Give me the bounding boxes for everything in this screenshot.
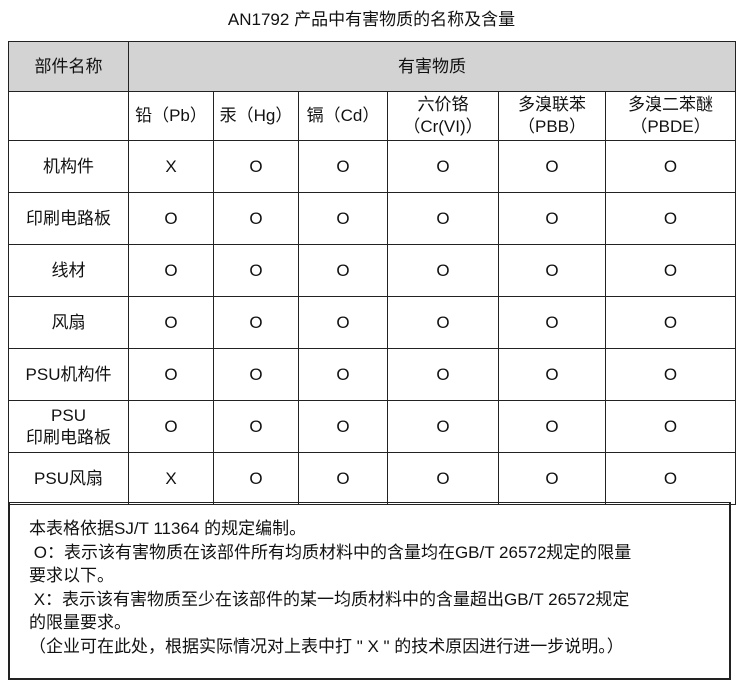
compliance-cell: O [298,140,388,193]
compliance-cell: O [128,192,214,245]
compliance-cell: O [298,192,388,245]
part-name-cell: PSU风扇 [8,452,129,505]
part-name-header: 部件名称 [8,41,129,92]
substance-name: 多溴二苯醚 [628,95,713,114]
part-name-cell: PSU机构件 [8,348,129,401]
part-name-cell: PSU 印刷电路板 [8,400,129,453]
compliance-cell: O [605,348,736,401]
compliance-cell: O [498,452,606,505]
compliance-cell: O [387,452,499,505]
substance-symbol: （Cr(VI)） [403,117,483,136]
part-name: 机构件 [43,156,94,176]
compliance-cell: O [128,348,214,401]
part-name: 风扇 [51,312,86,332]
compliance-cell: O [298,296,388,349]
note-line: 本表格依据SJ/T 11364 的规定编制。 [29,519,307,538]
part-name: PSU风扇 [34,468,103,488]
compliance-cell: O [498,244,606,297]
compliance-cell: O [605,140,736,193]
compliance-cell: O [387,296,499,349]
part-name: PSU机构件 [25,364,112,384]
table-row: 线材 O O O O O O [8,244,736,297]
table-row: 机构件 X O O O O O [8,140,736,193]
compliance-cell: O [128,296,214,349]
table-row: PSU 印刷电路板 O O O O O O [8,400,736,453]
compliance-cell: O [213,192,299,245]
note-line: X：表示该有害物质至少在该部件的某一均质材料中的含量超出GB/T 26572规定 [29,589,630,609]
compliance-cell: O [298,452,388,505]
compliance-cell: X [128,452,214,505]
compliance-cell: O [213,296,299,349]
compliance-cell: O [298,400,388,453]
substance-name: 铅（Pb） [135,106,207,125]
compliance-cell: O [605,244,736,297]
substance-name: 汞（Hg） [219,106,293,125]
substance-name: 六价铬 [417,95,469,114]
compliance-cell: O [387,140,499,193]
table-row: PSU风扇 X O O O O O [8,452,736,505]
substance-header: 镉（Cd） [298,91,388,141]
compliance-cell: O [498,400,606,453]
substance-header: 汞（Hg） [213,91,299,141]
compliance-cell: O [605,400,736,453]
compliance-cell: O [128,400,214,453]
compliance-cell: O [387,192,499,245]
table-row: 印刷电路板 O O O O O O [8,192,736,245]
compliance-cell: O [213,348,299,401]
substance-header: 铅（Pb） [128,91,214,141]
substance-header: 六价铬 （Cr(VI)） [387,91,499,141]
substance-symbol: （PBDE） [630,117,711,136]
part-name-cell: 印刷电路板 [8,192,129,245]
compliance-cell: O [298,348,388,401]
table-row: PSU机构件 O O O O O O [8,348,736,401]
substance-header: 多溴二苯醚 （PBDE） [605,91,736,141]
part-name-cell: 线材 [8,244,129,297]
compliance-cell: O [128,244,214,297]
part-name: PSU [51,405,86,425]
substance-symbol: （PBB） [517,117,587,136]
hazardous-substances-table: 部件名称 有害物质 铅（Pb） 汞（Hg） 镉（Cd） 六价铬 （Cr(VI)） 多溴联苯… [8,41,736,505]
notes-box: 本表格依据SJ/T 11364 的规定编制。 O：表示该有害物质在该部件所有均质… [8,502,731,680]
substance-header: 多溴联苯 （PBB） [498,91,606,141]
compliance-cell: O [213,400,299,453]
note-line: O：表示该有害物质在该部件所有均质材料中的含量均在GB/T 26572规定的限量 [29,542,632,562]
compliance-cell: O [498,296,606,349]
table-row: 风扇 O O O O O O [8,296,736,349]
part-name-cell: 风扇 [8,296,129,349]
compliance-cell: O [213,244,299,297]
part-name: 线材 [51,260,86,280]
compliance-cell: O [498,140,606,193]
compliance-cell: O [213,452,299,505]
compliance-cell: O [605,452,736,505]
hazardous-substances-header: 有害物质 [128,41,736,92]
compliance-cell: O [387,400,499,453]
compliance-cell: O [605,296,736,349]
note-line: 的限量要求。 [29,613,131,632]
document-title: AN1792 产品中有害物质的名称及含量 [227,10,516,29]
note-line: 要求以下。 [29,566,114,585]
part-name-cell: 机构件 [8,140,129,193]
compliance-cell: X [128,140,214,193]
substance-name: 镉（Cd） [306,106,380,125]
compliance-cell: O [213,140,299,193]
empty-header-cell [8,91,129,141]
compliance-cell: O [298,244,388,297]
substance-name: 多溴联苯 [518,95,586,114]
compliance-cell: O [498,192,606,245]
note-line: （企业可在此处，根据实际情况对上表中打 " X " 的技术原因进行进一步说明。） [29,636,624,656]
compliance-cell: O [605,192,736,245]
part-name-line2: 印刷电路板 [26,427,111,447]
compliance-cell: O [387,244,499,297]
part-name: 印刷电路板 [26,208,111,228]
compliance-cell: O [387,348,499,401]
compliance-cell: O [498,348,606,401]
